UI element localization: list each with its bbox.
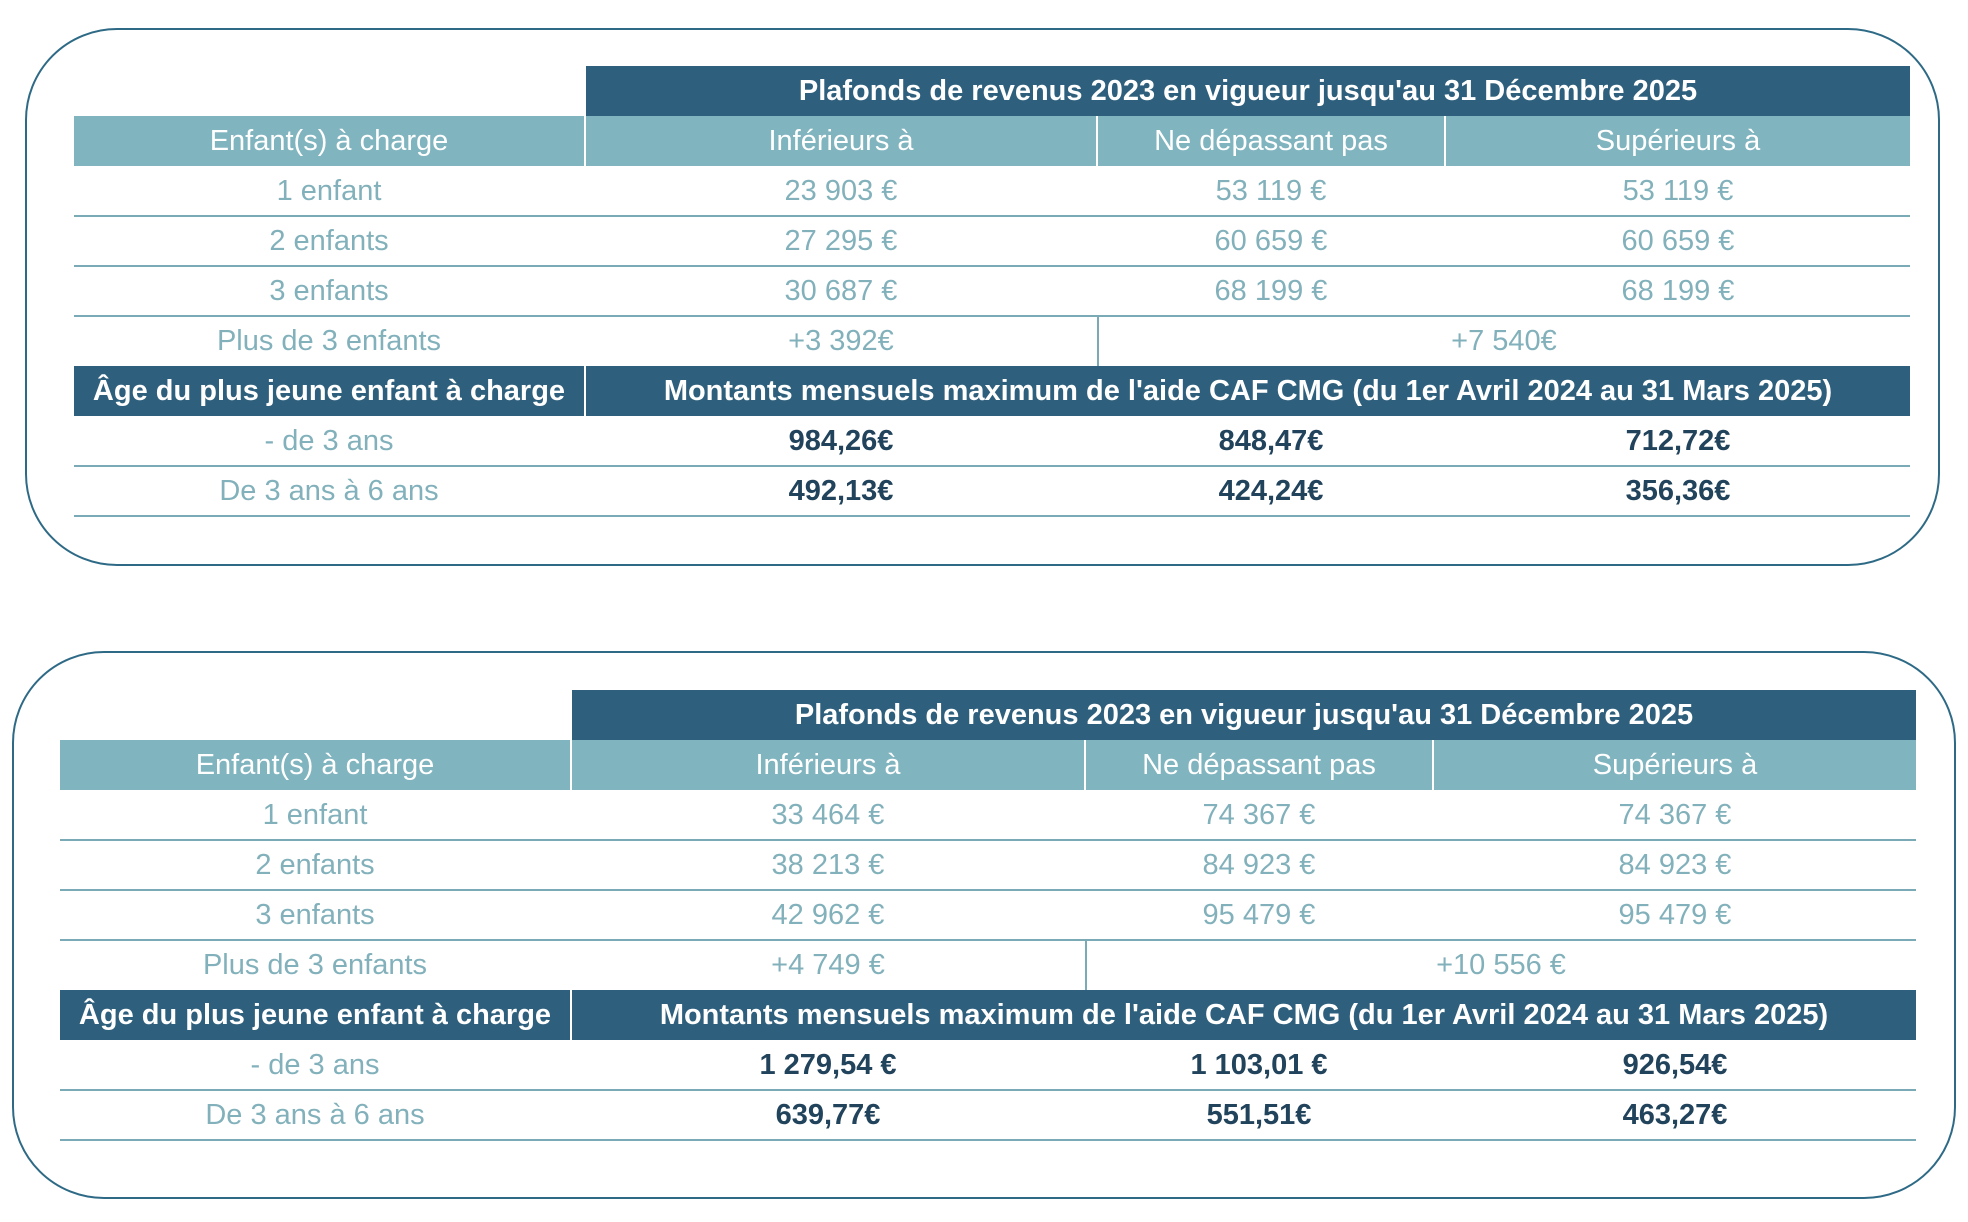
cell-amount: 356,36€ [1625, 474, 1731, 507]
children-column-header: Enfant(s) à charge [60, 740, 570, 790]
cell-value: 84 923 € [1618, 848, 1732, 881]
cell-value: 74 367 € [1202, 798, 1316, 831]
row-label: 1 enfant [262, 798, 368, 831]
table-row: De 3 ans à 6 ans 639,77€ 551,51€ 463,27€ [60, 1090, 1916, 1140]
cell-value: 33 464 € [771, 798, 885, 831]
row-label: Plus de 3 enfants [216, 324, 442, 357]
cell-value: 68 199 € [1621, 274, 1735, 307]
row-label: - de 3 ans [250, 1048, 380, 1081]
row-label: 3 enfants [269, 274, 389, 307]
monthly-amount-header: Montants mensuels maximum de l'aide CAF … [586, 366, 1910, 416]
table-row: 3 enfants 30 687 € 68 199 € 68 199 € [74, 266, 1910, 316]
children-column-header: Enfant(s) à charge [74, 116, 584, 166]
row-divider [60, 889, 1916, 891]
income-ceiling-header: Plafonds de revenus 2023 en vigueur jusq… [572, 690, 1916, 740]
row-divider [74, 265, 1910, 267]
table-row: - de 3 ans 1 279,54 € 1 103,01 € 926,54€ [60, 1040, 1916, 1090]
column-header-lower: Inférieurs à [572, 740, 1084, 790]
cell-value: 38 213 € [771, 848, 885, 881]
income-table-2: Plafonds de revenus 2023 en vigueur jusq… [60, 690, 1916, 1141]
cell-amount: 463,27€ [1622, 1098, 1728, 1131]
cell-amount: 424,24€ [1218, 474, 1324, 507]
row-divider [74, 465, 1910, 467]
table-row: 1 enfant 23 903 € 53 119 € 53 119 € [74, 166, 1910, 216]
cell-value: +4 749 € [771, 948, 885, 981]
cell-value: 53 119 € [1215, 174, 1327, 207]
column-header-lower: Inférieurs à [586, 116, 1096, 166]
table-row: De 3 ans à 6 ans 492,13€ 424,24€ 356,36€ [74, 466, 1910, 516]
column-header-not-exceeding: Ne dépassant pas [1086, 740, 1432, 790]
column-divider [1085, 940, 1087, 990]
table-row: 1 enfant 33 464 € 74 367 € 74 367 € [60, 790, 1916, 840]
income-table-1: Plafonds de revenus 2023 en vigueur jusq… [74, 66, 1910, 517]
row-label: Plus de 3 enfants [202, 948, 428, 981]
cell-amount: 712,72€ [1625, 424, 1731, 457]
table-row: Plus de 3 enfants +3 392€ +7 540€ [74, 316, 1910, 366]
cell-amount: 848,47€ [1218, 424, 1324, 457]
cell-value: 60 659 € [1621, 224, 1735, 257]
row-divider [74, 215, 1910, 217]
cell-value: 68 199 € [1214, 274, 1328, 307]
cell-value: +7 540€ [1451, 324, 1557, 357]
income-ceiling-header: Plafonds de revenus 2023 en vigueur jusq… [586, 66, 1910, 116]
table-row: - de 3 ans 984,26€ 848,47€ 712,72€ [74, 416, 1910, 466]
row-label: 2 enfants [255, 848, 375, 881]
cell-value: 42 962 € [771, 898, 885, 931]
cell-amount: 551,51€ [1206, 1098, 1312, 1131]
cell-amount: 926,54€ [1622, 1048, 1728, 1081]
column-divider [1097, 316, 1099, 366]
table-row: 2 enfants 38 213 € 84 923 € 84 923 € [60, 840, 1916, 890]
row-divider [60, 1089, 1916, 1091]
row-label: 2 enfants [269, 224, 389, 257]
monthly-amount-header: Montants mensuels maximum de l'aide CAF … [572, 990, 1916, 1040]
row-label: De 3 ans à 6 ans [219, 474, 439, 507]
row-divider [60, 839, 1916, 841]
cell-value: +3 392€ [788, 324, 894, 357]
cell-value: 27 295 € [784, 224, 898, 257]
cell-amount: 984,26€ [788, 424, 894, 457]
cell-value: +10 556 € [1436, 948, 1566, 981]
cell-amount: 1 279,54 € [759, 1048, 897, 1081]
cell-value: 23 903 € [784, 174, 898, 207]
row-divider [60, 939, 1916, 941]
cell-value: 95 479 € [1202, 898, 1316, 931]
row-divider [74, 515, 1910, 517]
column-header-not-exceeding: Ne dépassant pas [1098, 116, 1444, 166]
cell-value: 30 687 € [784, 274, 898, 307]
cell-value: 74 367 € [1618, 798, 1732, 831]
table-row: 3 enfants 42 962 € 95 479 € 95 479 € [60, 890, 1916, 940]
row-label: 3 enfants [255, 898, 375, 931]
column-header-higher: Supérieurs à [1446, 116, 1910, 166]
cell-value: 53 119 € [1622, 174, 1734, 207]
row-label: De 3 ans à 6 ans [205, 1098, 425, 1131]
row-label: - de 3 ans [264, 424, 394, 457]
column-header-higher: Supérieurs à [1434, 740, 1916, 790]
cell-value: 95 479 € [1618, 898, 1732, 931]
row-divider [60, 1139, 1916, 1141]
cell-amount: 492,13€ [788, 474, 894, 507]
cell-amount: 1 103,01 € [1190, 1048, 1328, 1081]
table-row: Plus de 3 enfants +4 749 € +10 556 € [60, 940, 1916, 990]
age-column-header: Âge du plus jeune enfant à charge [74, 366, 584, 416]
age-column-header: Âge du plus jeune enfant à charge [60, 990, 570, 1040]
row-label: 1 enfant [276, 174, 382, 207]
cell-amount: 639,77€ [775, 1098, 881, 1131]
cell-value: 60 659 € [1214, 224, 1328, 257]
cell-value: 84 923 € [1202, 848, 1316, 881]
table-row: 2 enfants 27 295 € 60 659 € 60 659 € [74, 216, 1910, 266]
row-divider [74, 315, 1910, 317]
